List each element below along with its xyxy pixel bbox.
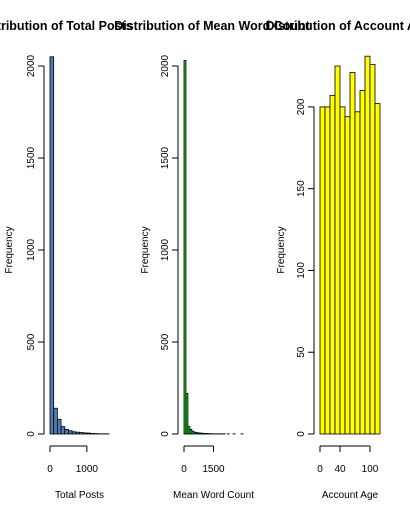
- x-tick-label: 1000: [76, 464, 99, 475]
- y-tick-label: 0: [160, 431, 171, 437]
- y-tick-label: 1500: [26, 146, 37, 169]
- x-tick-label: 0: [47, 464, 53, 475]
- histogram-bar: [86, 432, 91, 435]
- histogram-bar: [354, 111, 361, 435]
- histogram-bar: [79, 432, 84, 435]
- y-tick-label: 500: [160, 333, 171, 350]
- x-axis-label: Total Posts: [55, 490, 104, 501]
- histogram-bar: [334, 65, 341, 435]
- chart-title: Distribution of Mean Word Count: [114, 19, 310, 33]
- chart-title: Distribution of Total Posts: [0, 19, 133, 33]
- x-axis-label: Mean Word Count: [173, 490, 254, 501]
- histogram-bar: [319, 106, 326, 435]
- x-tick-label: 0: [181, 464, 187, 475]
- x-tick-label: 40: [334, 464, 346, 475]
- y-tick-label: 2000: [26, 54, 37, 77]
- y-tick-label: 500: [26, 333, 37, 350]
- histogram-bar: [324, 106, 331, 435]
- histogram-bar: [364, 55, 371, 435]
- x-tick-label: 1500: [202, 464, 225, 475]
- y-tick-label: 200: [296, 98, 307, 115]
- y-axis-label: Frequency: [140, 226, 151, 273]
- histogram-bar: [68, 430, 73, 435]
- histogram-bar: [359, 90, 366, 435]
- x-tick-label: 100: [362, 464, 379, 475]
- histogram-bar: [60, 426, 66, 435]
- histogram-bar: [53, 407, 58, 435]
- y-tick-label: 0: [296, 431, 307, 437]
- histogram-bar: [90, 433, 95, 435]
- histogram-bar: [75, 431, 80, 435]
- y-tick-label: 1500: [160, 146, 171, 169]
- histogram-bar: [339, 106, 346, 435]
- histogram-bar: [49, 56, 55, 435]
- histogram-bar: [349, 72, 356, 435]
- x-tick-label: 0: [317, 464, 323, 475]
- histogram-bar: [71, 431, 77, 435]
- histogram-bar: [82, 432, 88, 435]
- chart-panel-3: 0 50 100 150 200 0 40 100 Frequency Account Age: [276, 55, 381, 501]
- chart-panel-2: 0 500 1000 1500 2000 0 1500 Frequency Mean Word …: [140, 54, 254, 501]
- histogram-bar: [56, 418, 62, 435]
- x-axis-label: Account Age: [322, 490, 379, 501]
- chart-panel-1: 0 500 1000 1500 2000 0 1000 Frequency Total Post…: [4, 54, 110, 501]
- histogram-bar: [183, 60, 187, 435]
- histogram-bar: [185, 393, 189, 435]
- y-tick-label: 50: [296, 346, 307, 358]
- histogram-bar: [374, 103, 381, 435]
- y-tick-label: 1000: [26, 238, 37, 261]
- y-tick-label: 100: [296, 262, 307, 279]
- histogram-bar: [344, 116, 351, 435]
- chart-title: Distribution of Account Age: [265, 19, 410, 33]
- histogram-bar: [369, 63, 376, 435]
- histogram-bar: [329, 95, 336, 435]
- y-tick-label: 2000: [160, 54, 171, 77]
- histogram-bar: [64, 428, 69, 435]
- y-tick-label: 0: [26, 431, 37, 437]
- y-tick-label: 1000: [160, 238, 171, 261]
- y-axis-label: Frequency: [4, 226, 15, 273]
- y-axis-label: Frequency: [276, 226, 287, 273]
- y-tick-label: 150: [296, 180, 307, 197]
